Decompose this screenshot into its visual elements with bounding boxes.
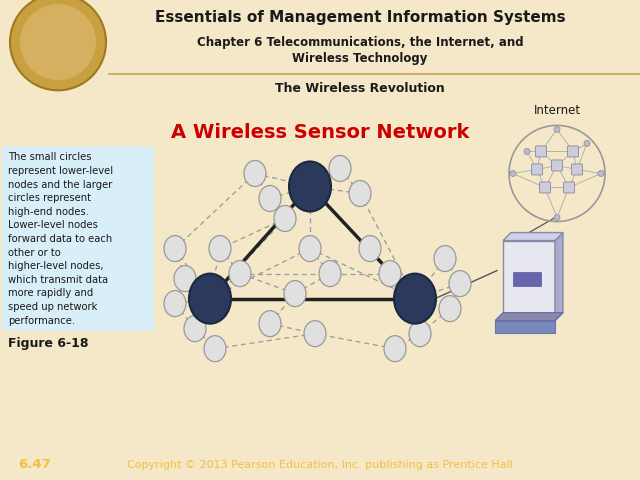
Polygon shape	[495, 312, 563, 321]
Circle shape	[524, 148, 530, 155]
Ellipse shape	[174, 265, 196, 292]
FancyBboxPatch shape	[495, 321, 555, 333]
Circle shape	[598, 170, 604, 177]
Ellipse shape	[244, 160, 266, 187]
Ellipse shape	[434, 246, 456, 272]
Ellipse shape	[259, 311, 281, 336]
Ellipse shape	[349, 180, 371, 206]
Circle shape	[584, 141, 590, 146]
FancyBboxPatch shape	[568, 146, 579, 157]
Ellipse shape	[164, 236, 186, 262]
Ellipse shape	[304, 321, 326, 347]
FancyBboxPatch shape	[531, 164, 543, 175]
Ellipse shape	[164, 290, 186, 317]
Ellipse shape	[449, 271, 471, 297]
Ellipse shape	[439, 296, 461, 322]
Ellipse shape	[229, 261, 251, 287]
Text: Wireless Technology: Wireless Technology	[292, 52, 428, 65]
Text: 6.47: 6.47	[18, 458, 51, 471]
Ellipse shape	[359, 236, 381, 262]
Ellipse shape	[209, 236, 231, 262]
Ellipse shape	[289, 161, 331, 212]
Ellipse shape	[204, 336, 226, 362]
FancyBboxPatch shape	[503, 240, 555, 321]
Ellipse shape	[394, 274, 436, 324]
Ellipse shape	[184, 316, 206, 342]
Text: A Wireless Sensor Network: A Wireless Sensor Network	[171, 123, 469, 143]
FancyBboxPatch shape	[563, 182, 575, 193]
FancyBboxPatch shape	[572, 164, 582, 175]
Text: The Wireless Revolution: The Wireless Revolution	[275, 82, 445, 96]
Ellipse shape	[379, 261, 401, 287]
Ellipse shape	[384, 336, 406, 362]
FancyBboxPatch shape	[552, 160, 563, 171]
Polygon shape	[555, 232, 563, 321]
FancyBboxPatch shape	[540, 182, 550, 193]
Text: Figure 6-18: Figure 6-18	[8, 336, 88, 349]
Ellipse shape	[299, 236, 321, 262]
Ellipse shape	[409, 321, 431, 347]
Ellipse shape	[284, 281, 306, 307]
Circle shape	[20, 4, 96, 80]
Circle shape	[10, 0, 106, 90]
Polygon shape	[503, 232, 563, 240]
Ellipse shape	[329, 156, 351, 181]
FancyBboxPatch shape	[536, 146, 547, 157]
Text: The small circles
represent lower-level
nodes and the larger
circles represent
h: The small circles represent lower-level …	[8, 153, 113, 325]
Text: Internet: Internet	[533, 105, 580, 118]
Circle shape	[554, 126, 560, 132]
Circle shape	[554, 215, 560, 220]
Ellipse shape	[319, 261, 341, 287]
Ellipse shape	[274, 205, 296, 231]
Text: Essentials of Management Information Systems: Essentials of Management Information Sys…	[155, 10, 565, 25]
Text: Copyright © 2013 Pearson Education, Inc. publishing as Prentice Hall: Copyright © 2013 Pearson Education, Inc.…	[127, 460, 513, 470]
FancyBboxPatch shape	[2, 146, 154, 331]
Ellipse shape	[189, 274, 231, 324]
Circle shape	[510, 170, 516, 177]
Text: Chapter 6 Telecommunications, the Internet, and: Chapter 6 Telecommunications, the Intern…	[196, 36, 524, 49]
FancyBboxPatch shape	[513, 272, 541, 286]
Ellipse shape	[259, 185, 281, 212]
